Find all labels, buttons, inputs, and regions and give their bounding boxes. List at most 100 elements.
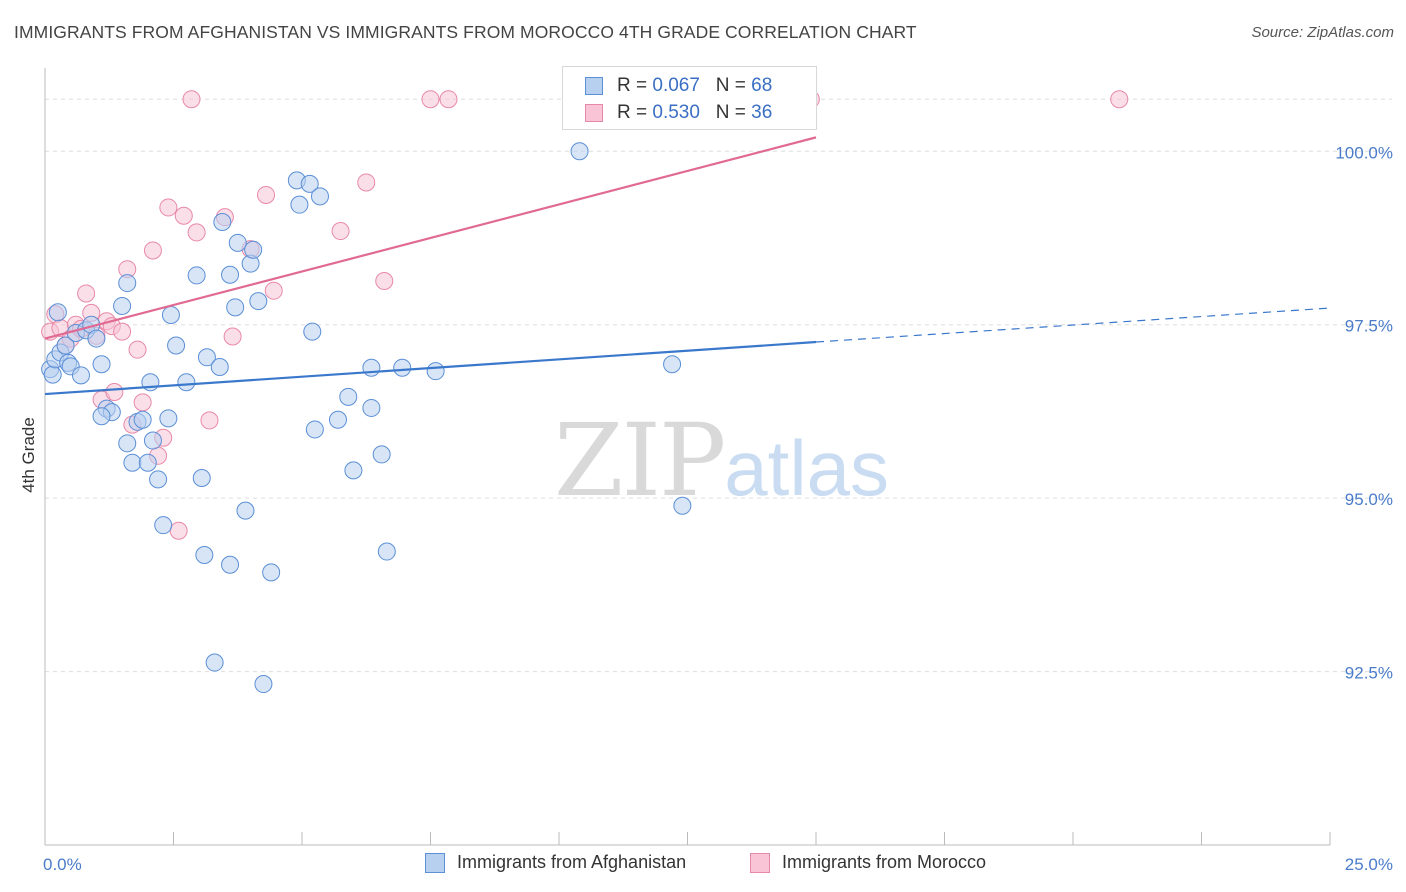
data-point	[254, 675, 273, 694]
data-point	[195, 546, 214, 565]
data-point	[226, 298, 245, 317]
data-point	[149, 470, 168, 489]
data-point	[161, 305, 180, 324]
data-point	[174, 206, 193, 225]
data-point	[48, 303, 67, 322]
gridlines	[45, 98, 1392, 673]
data-point	[118, 434, 137, 453]
trend-line	[44, 136, 817, 340]
legend-stats-afghanistan: R = 0.067 N = 68	[617, 75, 773, 96]
chart-title: IMMIGRANTS FROM AFGHANISTAN VS IMMIGRANT…	[14, 22, 917, 42]
data-point	[92, 407, 111, 426]
data-point	[375, 271, 394, 290]
bottom-legend-swatch-morocco	[750, 853, 770, 873]
data-point	[377, 542, 396, 561]
y-tick-label: 95.0%	[1345, 490, 1393, 509]
data-point	[290, 195, 309, 214]
data-point	[143, 431, 162, 450]
data-point	[113, 296, 132, 315]
data-point	[192, 469, 211, 488]
data-point	[113, 322, 132, 341]
data-point	[221, 555, 240, 574]
y-tick-label: 97.5%	[1345, 317, 1393, 336]
data-point	[187, 223, 206, 242]
data-point	[143, 241, 162, 260]
data-point	[331, 222, 350, 241]
data-point	[221, 265, 240, 284]
trend-line	[44, 340, 817, 396]
data-point	[43, 365, 62, 384]
y-tick-label: 100.0%	[1335, 143, 1393, 162]
data-point	[159, 198, 178, 217]
correlation-legend: R = 0.067 N = 68 R = 0.530 N = 36	[562, 66, 817, 130]
data-point	[303, 322, 322, 341]
data-point	[264, 281, 283, 300]
legend-swatch-morocco	[585, 104, 603, 122]
data-point	[223, 327, 242, 346]
data-point	[249, 292, 268, 311]
y-axis-label: 4th Grade	[19, 417, 38, 493]
source-credit: Source: ZipAtlas.com	[1251, 24, 1394, 41]
data-point	[362, 398, 381, 417]
data-point	[133, 410, 152, 429]
data-point	[305, 420, 324, 439]
data-point	[154, 516, 173, 535]
trend-line-extension	[815, 307, 1331, 343]
data-point	[421, 90, 440, 109]
data-point	[200, 411, 219, 430]
data-point	[236, 501, 255, 520]
tick-labels: 92.5% 95.0% 97.5% 100.0% 0.0% 25.0%	[43, 143, 1393, 874]
data-point	[213, 213, 232, 232]
data-point	[92, 355, 111, 374]
data-point	[372, 445, 391, 464]
data-point	[426, 362, 445, 381]
data-point	[328, 410, 347, 429]
axes	[44, 68, 1331, 846]
data-point	[673, 496, 692, 515]
y-tick-label: 92.5%	[1345, 664, 1393, 683]
data-point	[362, 358, 381, 377]
data-point	[138, 453, 157, 472]
data-point	[177, 373, 196, 392]
data-point	[123, 453, 142, 472]
data-point	[56, 336, 75, 355]
data-point	[159, 409, 178, 428]
data-point	[77, 284, 96, 303]
data-point	[300, 174, 319, 193]
data-point	[169, 521, 188, 540]
data-point	[118, 274, 137, 293]
watermark: ZIPatlas	[554, 402, 889, 519]
data-point	[439, 90, 458, 109]
data-point	[105, 382, 124, 401]
bottom-legend-swatch-afghanistan	[425, 853, 445, 873]
legend-stats-morocco: R = 0.530 N = 36	[617, 102, 773, 123]
x-tick-label: 0.0%	[43, 855, 82, 874]
bottom-legend-label-morocco: Immigrants from Morocco	[782, 852, 987, 872]
data-point	[197, 348, 216, 367]
data-point	[205, 653, 224, 672]
data-point	[393, 358, 412, 377]
data-point	[71, 366, 90, 385]
data-point	[128, 340, 147, 359]
data-point	[244, 240, 263, 259]
data-point	[339, 387, 358, 406]
data-point	[344, 461, 363, 480]
legend-swatch-afghanistan	[585, 77, 603, 95]
data-point	[133, 393, 152, 412]
watermark-atlas: atlas	[724, 424, 890, 512]
watermark-zip: ZIP	[554, 402, 726, 519]
x-tick-label: 25.0%	[1345, 855, 1393, 874]
data-point	[257, 185, 276, 204]
series-afghanistan-points	[41, 88, 692, 694]
data-point	[262, 563, 281, 582]
data-point	[167, 336, 186, 355]
data-point	[1110, 90, 1129, 109]
data-point	[182, 90, 201, 109]
data-point	[310, 187, 329, 206]
data-point	[187, 266, 206, 285]
data-point	[357, 173, 376, 192]
data-point	[87, 329, 106, 348]
data-point	[210, 358, 229, 377]
data-point	[228, 233, 247, 252]
